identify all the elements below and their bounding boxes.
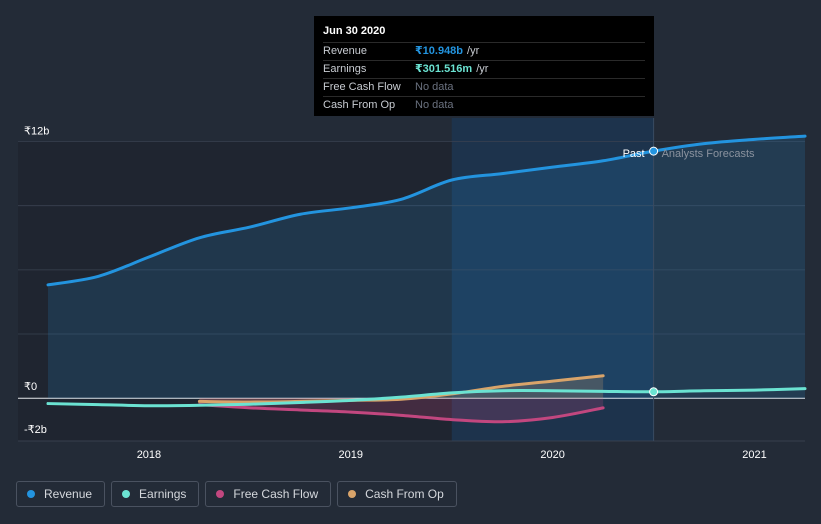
- x-tick-label: 2021: [742, 449, 766, 461]
- tooltip-value: No data: [415, 81, 454, 93]
- tooltip-row-fcf: Free Cash Flow No data: [323, 78, 645, 96]
- x-tick-label: 2018: [137, 449, 161, 461]
- legend-label: Earnings: [139, 487, 187, 501]
- revenue-line: [46, 134, 807, 287]
- tooltip-label: Free Cash Flow: [323, 81, 401, 93]
- tooltip-value: ₹301.516m: [415, 63, 473, 75]
- axis-labels: ₹12b ₹0 -₹2b 2018 2019 2020 2021: [24, 126, 767, 462]
- revenue-area: [48, 136, 805, 399]
- earnings-line: [46, 387, 807, 408]
- tooltip-row-revenue: Revenue ₹10.948b /yr: [323, 42, 645, 60]
- past-highlight-band: [451, 118, 654, 441]
- free-cash-flow-area: [199, 398, 604, 422]
- past-darken-band: [18, 141, 452, 441]
- x-tick-label: 2019: [339, 449, 363, 461]
- legend-item-free-cash-flow[interactable]: Free Cash Flow: [205, 481, 332, 507]
- tooltip-unit: /yr: [476, 63, 489, 75]
- present-markers: [649, 146, 659, 397]
- legend-label: Free Cash Flow: [233, 487, 319, 501]
- legend-dot-icon: [27, 490, 35, 498]
- tooltip-label: Revenue: [323, 45, 368, 57]
- earnings-marker[interactable]: [649, 387, 659, 397]
- cash-from-op-area: [199, 375, 604, 403]
- series-lines: [46, 134, 807, 424]
- forecast-label: Analysts Forecasts: [662, 148, 755, 160]
- tooltip-label: Cash From Op: [323, 99, 396, 111]
- revenue-marker[interactable]: [649, 146, 659, 156]
- legend-item-earnings[interactable]: Earnings: [111, 481, 200, 507]
- legend-item-revenue[interactable]: Revenue: [16, 481, 106, 507]
- legend-label: Revenue: [44, 487, 93, 501]
- x-tick-label: 2020: [540, 449, 564, 461]
- legend-dot-icon: [348, 490, 357, 498]
- tooltip-row-cfo: Cash From Op No data: [323, 96, 645, 114]
- cash-from-op-line: [197, 374, 605, 404]
- tooltip-label: Earnings: [323, 63, 367, 75]
- tooltip-row-earnings: Earnings ₹301.516m /yr: [323, 60, 645, 78]
- y-tick-label: ₹12b: [24, 126, 49, 138]
- y-tick-label: ₹0: [24, 381, 37, 393]
- legend-dot-icon: [216, 490, 225, 498]
- tooltip-date: Jun 30 2020: [323, 25, 386, 37]
- past-label: Past: [623, 148, 645, 160]
- chart-area: ₹12b ₹0 -₹2b 2018 2019 2020 2021 Past Analysts…: [18, 118, 807, 462]
- legend-dot-icon: [122, 490, 131, 498]
- tooltip-unit: /yr: [467, 45, 480, 57]
- tooltip: Jun 30 2020 Revenue ₹10.948b /yr Earning…: [314, 16, 654, 116]
- legend: Revenue Earnings Free Cash Flow Cash Fro…: [16, 481, 457, 507]
- series-fills: [48, 136, 805, 422]
- y-tick-label: -₹2b: [24, 424, 47, 436]
- legend-label: Cash From Op: [365, 487, 444, 501]
- legend-item-cash-from-op[interactable]: Cash From Op: [337, 481, 457, 507]
- grid-lines: [18, 141, 805, 442]
- tooltip-value: No data: [415, 99, 454, 111]
- free-cash-flow-line: [197, 403, 605, 424]
- tooltip-value: ₹10.948b: [415, 45, 464, 57]
